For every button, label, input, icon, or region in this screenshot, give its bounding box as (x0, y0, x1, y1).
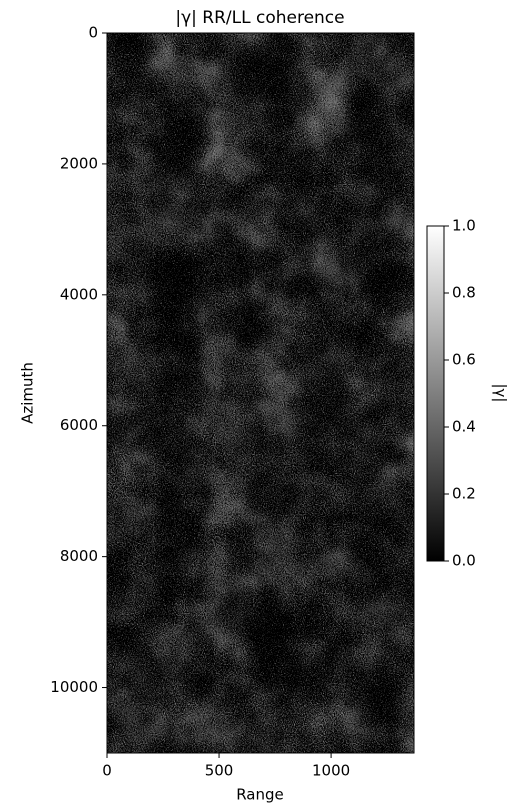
colorbar-tick-label: 0.4 (452, 418, 476, 436)
x-axis-label: Range (236, 786, 284, 804)
y-tick-label: 6000 (60, 416, 98, 434)
chart-title: |γ| RR/LL coherence (175, 8, 344, 28)
colorbar-tick-label: 0.2 (452, 485, 476, 503)
y-tick-label: 0 (88, 24, 98, 42)
y-tick-label: 4000 (60, 285, 98, 303)
y-axis-label: Azimuth (19, 362, 37, 424)
x-tick-label: 1000 (312, 762, 350, 780)
colorbar-tick-label: 1.0 (452, 217, 476, 235)
x-tick-label: 0 (102, 762, 112, 780)
y-tick-label: 10000 (50, 678, 98, 696)
colorbar-tick-label: 0.0 (452, 552, 476, 570)
colorbar-tick-label: 0.6 (452, 351, 476, 369)
colorbar (426, 225, 445, 562)
colorbar-label: |γ| (492, 384, 510, 403)
plot-frame (106, 32, 415, 754)
y-tick-label: 8000 (60, 547, 98, 565)
colorbar-tick-label: 0.8 (452, 284, 476, 302)
coherence-image (107, 33, 414, 753)
y-tick-label: 2000 (60, 154, 98, 172)
x-tick-label: 500 (205, 762, 234, 780)
